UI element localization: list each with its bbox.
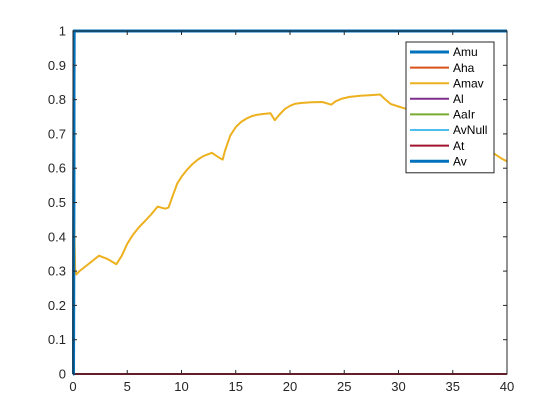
legend-box [405, 41, 495, 174]
y-tick-label: 0.3 [48, 264, 66, 279]
legend-label-avnull: AvNull [453, 123, 487, 137]
y-tick-label: 0.2 [48, 298, 66, 313]
y-tick-label: 0.7 [48, 126, 66, 141]
y-tick-label: 0.8 [48, 92, 66, 107]
y-tick-label: 0.9 [48, 58, 66, 73]
legend-label-aha: Aha [453, 61, 475, 75]
x-tick-label: 0 [69, 379, 76, 394]
x-tick-label: 5 [124, 379, 131, 394]
legend-label-amav: Amav [453, 76, 484, 90]
y-tick-label: 0.4 [48, 229, 66, 244]
x-tick-label: 30 [391, 379, 405, 394]
x-tick-label: 20 [283, 379, 297, 394]
y-tick-label: 0.1 [48, 332, 66, 347]
x-tick-label: 10 [174, 379, 188, 394]
legend-label-amu: Amu [453, 45, 478, 59]
x-tick-label: 25 [337, 379, 351, 394]
y-tick-label: 0.5 [48, 195, 66, 210]
y-tick-label: 0.6 [48, 161, 66, 176]
legend-label-aair: AaIr [453, 108, 475, 122]
x-tick-label: 35 [446, 379, 460, 394]
legend-label-av: Av [453, 154, 467, 168]
axes: 0 5 10 15 20 25 30 35 40 0 0.1 0.2 0.3 0.4 0.5 0.6 0.7 0.… [48, 24, 514, 395]
y-tick-label: 1 [59, 24, 66, 39]
legend-label-al: Al [453, 92, 464, 106]
y-tick-label: 0 [59, 367, 66, 382]
legend-label-at: At [453, 139, 465, 153]
x-tick-label: 15 [229, 379, 243, 394]
x-tick-label: 40 [500, 379, 514, 394]
